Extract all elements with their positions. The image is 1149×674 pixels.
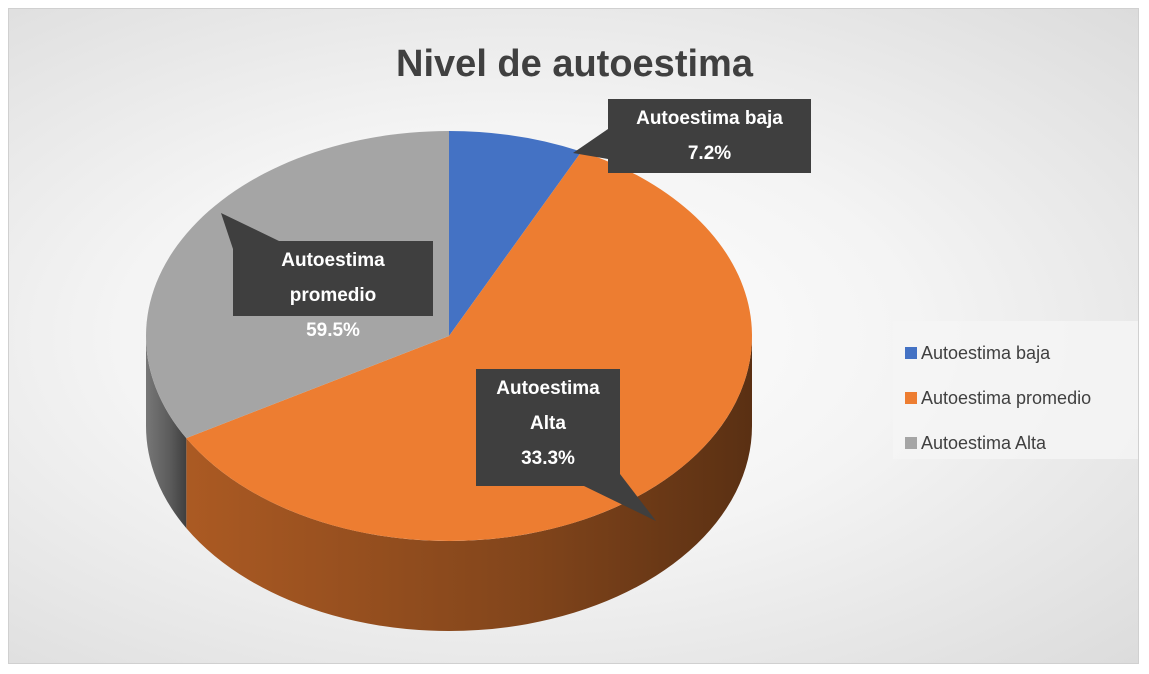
label-pointer bbox=[573, 129, 608, 159]
legend-swatch bbox=[905, 347, 917, 359]
slice-side bbox=[146, 336, 187, 529]
label-pointer bbox=[221, 213, 279, 249]
data-label: Autoestima baja 7.2% bbox=[608, 99, 811, 173]
label-value: 7.2% bbox=[687, 143, 732, 164]
label-value: 59.5% bbox=[306, 320, 360, 341]
legend-item: Autoestima promedio bbox=[905, 388, 1091, 409]
label-value: 33.3% bbox=[521, 448, 575, 469]
label-category: Autoestima Alta bbox=[496, 378, 600, 434]
legend: Autoestima baja Autoestima promedio Autoes… bbox=[893, 321, 1138, 459]
chart: Nivel de autoestima Autoestima baja 7.2% A… bbox=[8, 8, 1139, 664]
data-label: Autoestima Alta 33.3% bbox=[476, 369, 620, 486]
chart-title: Nivel de autoestima bbox=[396, 43, 753, 85]
label-category: Autoestima baja bbox=[636, 108, 783, 129]
legend-item: Autoestima baja bbox=[905, 343, 1050, 364]
slice-side bbox=[186, 336, 752, 632]
slice bbox=[449, 131, 582, 336]
legend-swatch bbox=[905, 437, 917, 449]
legend-label: Autoestima Alta bbox=[921, 433, 1047, 453]
label-category: Autoestima promedio bbox=[281, 250, 385, 306]
legend-swatch bbox=[905, 392, 917, 404]
legend-label: Autoestima baja bbox=[921, 343, 1051, 363]
legend-item: Autoestima Alta bbox=[905, 433, 1046, 454]
legend-label: Autoestima promedio bbox=[921, 388, 1092, 408]
data-label: Autoestima promedio 59.5% bbox=[233, 241, 433, 341]
